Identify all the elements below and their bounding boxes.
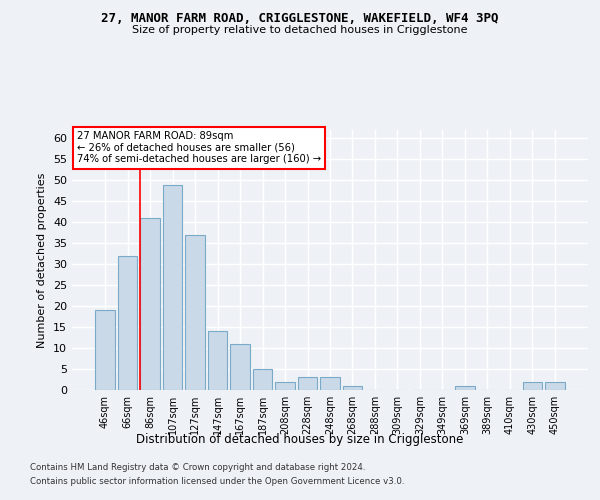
Text: Distribution of detached houses by size in Crigglestone: Distribution of detached houses by size … (136, 432, 464, 446)
Bar (95, 310, 115, 390)
Bar (185, 235, 205, 390)
Y-axis label: Number of detached properties: Number of detached properties (37, 172, 47, 348)
Bar (118, 256, 137, 390)
Bar (523, 382, 542, 390)
Bar (230, 344, 250, 390)
Bar (253, 369, 272, 390)
Bar (140, 218, 160, 390)
Bar (343, 386, 362, 390)
Bar (208, 332, 227, 390)
Bar (163, 184, 182, 390)
Bar (320, 378, 340, 390)
Text: Contains HM Land Registry data © Crown copyright and database right 2024.: Contains HM Land Registry data © Crown c… (30, 464, 365, 472)
Bar (298, 378, 317, 390)
Bar (275, 382, 295, 390)
Text: Size of property relative to detached houses in Crigglestone: Size of property relative to detached ho… (132, 25, 468, 35)
Text: 27, MANOR FARM ROAD, CRIGGLESTONE, WAKEFIELD, WF4 3PQ: 27, MANOR FARM ROAD, CRIGGLESTONE, WAKEF… (101, 12, 499, 26)
Text: 27 MANOR FARM ROAD: 89sqm
← 26% of detached houses are smaller (56)
74% of semi-: 27 MANOR FARM ROAD: 89sqm ← 26% of detac… (77, 132, 321, 164)
Bar (545, 382, 565, 390)
Text: Contains public sector information licensed under the Open Government Licence v3: Contains public sector information licen… (30, 477, 404, 486)
Bar (455, 386, 475, 390)
